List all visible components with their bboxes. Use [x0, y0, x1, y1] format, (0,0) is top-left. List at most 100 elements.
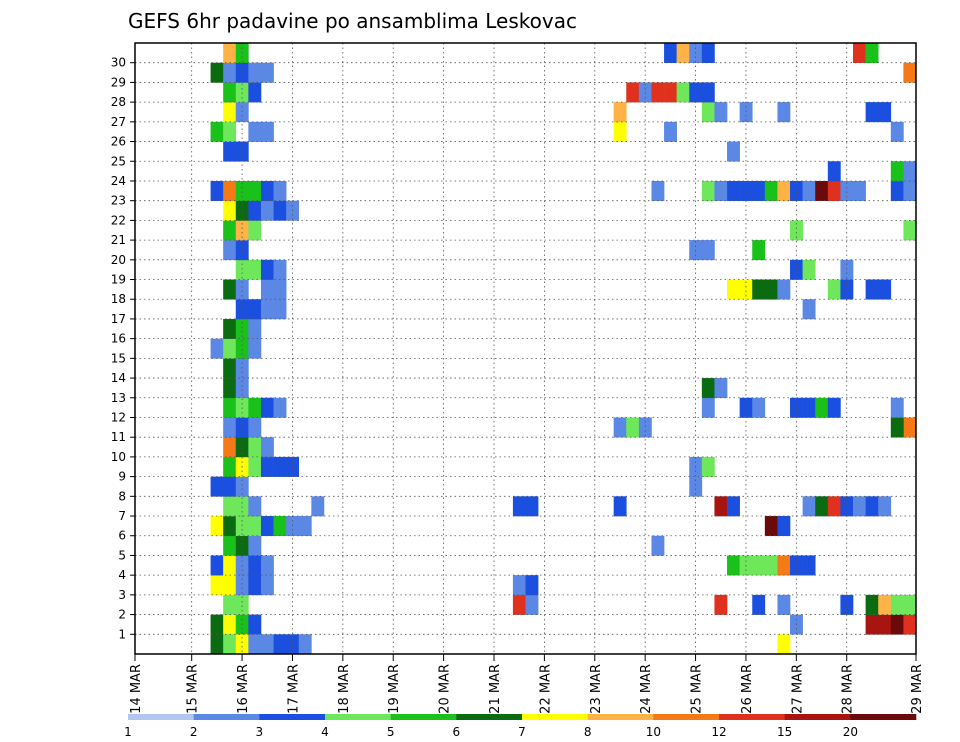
cell-member-8-step-6: [210, 476, 224, 497]
colorbar-label: 15: [777, 725, 792, 739]
cell-member-27-step-7: [223, 102, 237, 123]
cell-member-19-step-10: [260, 259, 274, 280]
y-tick-label: 21: [111, 233, 126, 247]
colorbar-swatch: [456, 714, 523, 720]
cell-member-11-step-7: [223, 417, 237, 438]
cell-member-6-step-9: [248, 516, 262, 537]
cell-member-12-step-55: [827, 397, 841, 418]
cell-member-23-step-55: [827, 180, 841, 201]
cell-member-19-step-53: [802, 259, 816, 280]
cell-member-23-step-6: [210, 180, 224, 201]
cell-member-20-step-45: [701, 240, 715, 261]
y-tick-label: 10: [111, 450, 126, 464]
colorbar-swatch: [128, 714, 194, 720]
cell-member-7-step-7: [223, 496, 237, 517]
colorbar-swatch: [719, 714, 785, 720]
cell-member-2-step-58: [865, 594, 879, 615]
cell-member-28-step-39: [626, 82, 640, 103]
colorbar-label: 7: [518, 725, 526, 739]
colorbar-swatch: [522, 714, 588, 720]
cell-member-23-step-52: [790, 180, 803, 201]
cell-member-6-step-10: [260, 516, 274, 537]
cell-member-12-step-9: [248, 397, 262, 418]
cell-member-8-step-44: [689, 476, 703, 497]
cell-member-6-step-12: [286, 516, 300, 537]
cell-member-11-step-40: [638, 417, 652, 438]
cell-member-7-step-38: [613, 496, 627, 517]
cell-member-23-step-61: [903, 180, 917, 201]
y-tick-label: 17: [111, 312, 126, 326]
cell-member-12-step-7: [223, 397, 237, 418]
cell-member-3-step-30: [512, 575, 526, 596]
cell-member-28-step-41: [651, 82, 665, 103]
cell-member-23-step-9: [248, 180, 262, 201]
cell-member-22-step-11: [273, 200, 287, 221]
cell-member-1-step-7: [223, 614, 237, 635]
y-tick-label: 20: [111, 253, 126, 267]
cell-member-23-step-54: [815, 180, 829, 201]
cell-member-29-step-6: [210, 62, 224, 83]
cell-member-18-step-49: [752, 279, 766, 300]
cell-member-23-step-7: [223, 180, 237, 201]
cell-member-7-step-55: [827, 496, 841, 517]
cell-member-20-step-7: [223, 240, 237, 261]
colorbar-label: 10: [646, 725, 661, 739]
cell-member-10-step-7: [223, 437, 237, 458]
cell-member-30-step-42: [664, 43, 677, 64]
cell-member-23-step-49: [752, 180, 766, 201]
cell-member-4-step-50: [764, 555, 778, 576]
cell-member-1-step-58: [865, 614, 879, 635]
y-axis-ticks: 1234567891011121314151617181920212223242…: [111, 56, 135, 641]
cell-member-16-step-8: [235, 318, 249, 339]
cell-member-25-step-7: [223, 141, 237, 162]
cell-member-30-step-7: [223, 43, 237, 64]
cell-member-4-step-49: [752, 555, 766, 576]
chart-title: GEFS 6hr padavine po ansamblima Leskovac: [128, 9, 577, 33]
cell-member-2-step-61: [903, 594, 917, 615]
cell-member-18-step-50: [764, 279, 778, 300]
colorbar-label: 20: [843, 725, 858, 739]
cell-member-12-step-11: [273, 397, 287, 418]
cell-member-23-step-51: [777, 180, 791, 201]
x-tick-label: 25 MAR: [690, 664, 705, 714]
cell-member-27-step-38: [613, 102, 627, 123]
cell-member-23-step-53: [802, 180, 816, 201]
cell-member-3-step-9: [248, 575, 262, 596]
cell-member-0-step-13: [298, 634, 312, 655]
cell-member-11-step-9: [248, 417, 262, 438]
cell-member-22-step-10: [260, 200, 274, 221]
cell-member-10-step-10: [260, 437, 274, 458]
cell-member-2-step-8: [235, 594, 249, 615]
cell-member-3-step-8: [235, 575, 249, 596]
cell-member-9-step-7: [223, 456, 237, 477]
x-tick-label: 16 MAR: [236, 664, 251, 714]
cell-member-12-step-49: [752, 397, 766, 418]
cell-member-18-step-10: [260, 279, 274, 300]
cell-member-0-step-51: [777, 634, 791, 655]
cell-member-1-step-9: [248, 614, 262, 635]
cell-member-25-step-47: [727, 141, 740, 162]
cell-member-4-step-9: [248, 555, 262, 576]
cell-member-21-step-9: [248, 220, 262, 241]
y-tick-label: 5: [118, 548, 126, 562]
cell-member-0-step-7: [223, 634, 237, 655]
cell-member-17-step-10: [260, 299, 274, 320]
cell-member-11-step-39: [626, 417, 640, 438]
cell-member-13-step-8: [235, 378, 249, 399]
cell-member-21-step-52: [790, 220, 803, 241]
cell-member-23-step-48: [739, 180, 753, 201]
cell-member-6-step-6: [210, 516, 224, 537]
cell-member-23-step-10: [260, 180, 274, 201]
cell-member-5-step-7: [223, 535, 237, 556]
x-tick-label: 17 MAR: [286, 664, 301, 714]
x-tick-label: 20 MAR: [438, 664, 453, 714]
cell-member-4-step-51: [777, 555, 791, 576]
cell-member-13-step-46: [714, 378, 728, 399]
cell-member-7-step-54: [815, 496, 829, 517]
cell-member-5-step-8: [235, 535, 249, 556]
grid-lines: [135, 43, 916, 654]
cell-member-9-step-45: [701, 456, 715, 477]
cell-member-7-step-8: [235, 496, 249, 517]
colorbar-swatch: [325, 714, 391, 720]
cell-member-27-step-46: [714, 102, 728, 123]
